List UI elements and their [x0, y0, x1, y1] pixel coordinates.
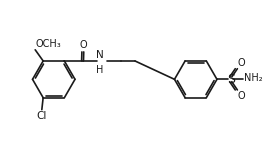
Text: N: N — [96, 50, 104, 60]
Text: NH₂: NH₂ — [244, 73, 263, 83]
Text: OCH₃: OCH₃ — [36, 39, 62, 49]
Text: O: O — [80, 40, 88, 50]
Text: Cl: Cl — [37, 111, 47, 121]
Text: S: S — [227, 73, 235, 86]
Text: H: H — [96, 65, 104, 75]
Text: O: O — [238, 91, 245, 101]
Text: O: O — [238, 58, 245, 68]
